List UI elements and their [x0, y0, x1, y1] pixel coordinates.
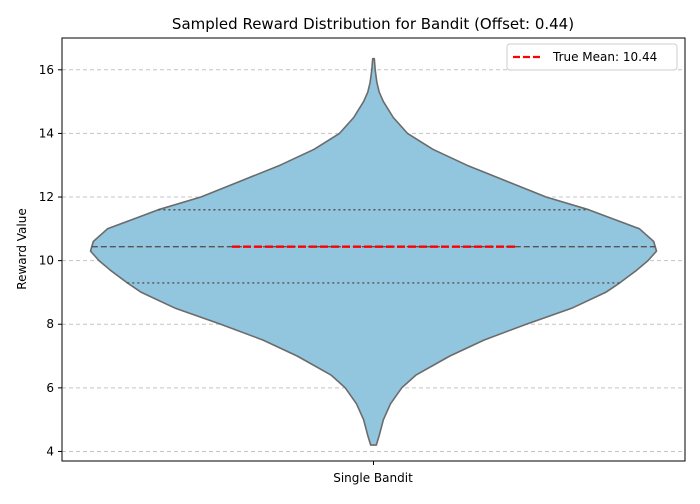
legend-label: True Mean: 10.44 [552, 50, 657, 64]
legend: True Mean: 10.44 [506, 43, 678, 71]
y-tick-label: 6 [46, 381, 54, 395]
y-tick-label: 4 [46, 444, 54, 458]
y-tick-label: 14 [39, 126, 54, 140]
y-tick-label: 10 [39, 254, 54, 268]
y-tick-label: 16 [39, 63, 54, 77]
legend-box [506, 43, 678, 71]
violin-body [89, 57, 658, 446]
plot-frame [61, 37, 686, 462]
y-tick-label: 12 [39, 190, 54, 204]
y-tick-label: 8 [46, 317, 54, 331]
chart-title: Sampled Reward Distribution for Bandit (… [172, 15, 574, 33]
plot-area [89, 57, 658, 446]
axes: 4 6 8 10 12 14 16 [39, 37, 686, 465]
y-axis-label: Reward Value [15, 208, 29, 289]
x-tick-label: Single Bandit [333, 471, 413, 485]
